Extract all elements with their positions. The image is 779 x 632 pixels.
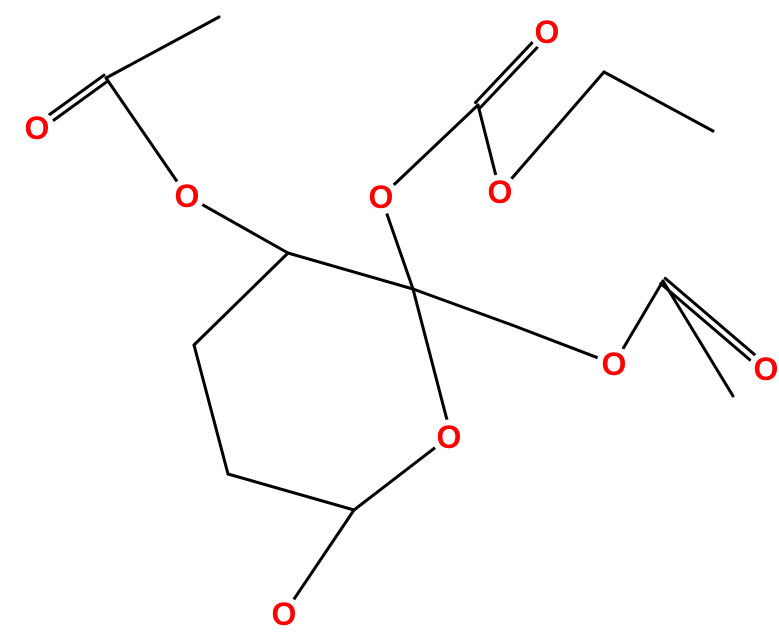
bonds-group [50,17,755,599]
atom-label: O [754,351,779,387]
atom-label: O [602,346,627,382]
bond-line [294,510,354,599]
atom-label: O [272,596,297,632]
bond-line [354,448,435,510]
bond-line [50,75,104,114]
bond-line [194,345,228,474]
bond-line [512,72,604,178]
bond-line [623,281,663,348]
bond-line [604,72,713,131]
bond-line [394,105,478,185]
bond-line [413,289,512,325]
bond-line [106,78,177,181]
bond-line [663,281,733,396]
bond-line [387,214,413,289]
bond-line [475,43,532,103]
bond-line [481,47,538,107]
atom-label: O [437,419,462,455]
atom-label: O [535,14,560,50]
bond-line [512,325,597,358]
atom-label: O [369,179,394,215]
atom-label: O [25,110,50,146]
bond-line [478,105,496,175]
bond-line [203,205,288,253]
molecule-canvas: O O O O O O O O O [0,0,779,632]
bond-line [665,278,754,354]
bond-line [288,253,413,289]
bond-line [54,81,108,120]
bond-line [106,17,219,78]
atom-label: O [175,178,200,214]
bond-line [413,289,447,420]
bond-line [228,474,354,510]
bond-line [194,253,288,345]
atom-label: O [488,174,513,210]
